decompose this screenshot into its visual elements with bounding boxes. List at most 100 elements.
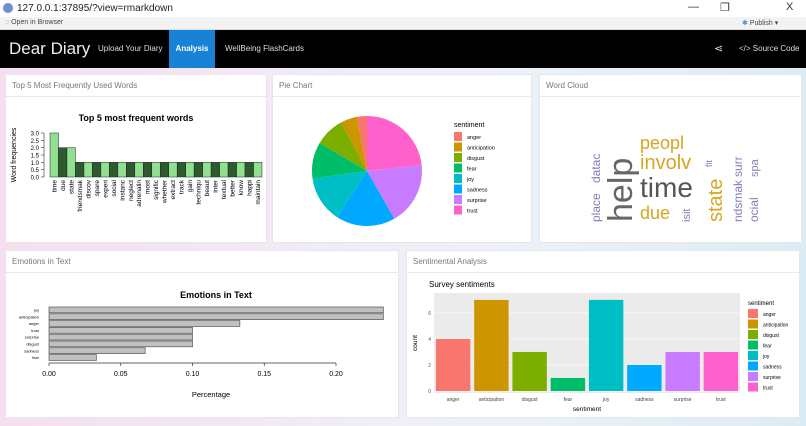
bar <box>244 162 254 178</box>
bar-surprise <box>48 333 193 341</box>
bar <box>176 162 186 178</box>
open-in-browser-button[interactable]: ◌ Open in Browser <box>5 19 64 26</box>
bar-trust <box>703 351 739 391</box>
legend-swatch <box>748 361 758 371</box>
y-tick-label: fear <box>32 355 40 360</box>
y-tick-label: 2.5 <box>31 139 40 145</box>
x-tick-label: 0.20 <box>329 371 343 378</box>
legend-title: sentiment <box>748 301 774 307</box>
source-code-link[interactable]: </> Source Code <box>739 44 800 53</box>
legend-swatch <box>454 132 462 141</box>
x-tick-label: whether <box>162 179 169 204</box>
legend-label: anticipation <box>467 146 495 152</box>
x-tick-label: 0.05 <box>114 371 128 378</box>
panel-title: Top 5 Most Frequently Used Words <box>6 75 266 97</box>
pie-slice-anticipation <box>341 116 367 171</box>
x-tick-label: beaut <box>204 180 211 196</box>
x-tick-label: sadness <box>635 397 654 403</box>
nav-wellbeing-flashcards[interactable]: WellBeing FlashCards <box>225 44 304 53</box>
bar <box>202 162 212 178</box>
panel-title: Pie Chart <box>273 75 531 97</box>
legend-swatch <box>454 195 462 204</box>
bar-sadness <box>48 347 146 354</box>
bar <box>126 162 136 178</box>
y-tick-label: joy <box>33 308 39 313</box>
y-tick-label: 4 <box>428 337 431 343</box>
y-tick-label: 6 <box>428 311 431 317</box>
x-tick-label: gain <box>187 180 194 193</box>
bar <box>227 162 237 178</box>
legend-label: anticipation <box>763 323 789 329</box>
y-tick-label: 0 <box>428 389 431 395</box>
bar <box>109 162 119 178</box>
x-tick-label: neglect <box>128 180 135 201</box>
x-tick-label: instanc <box>119 179 126 200</box>
word-cloud-word: spa <box>749 158 761 177</box>
x-tick-label: signific <box>153 179 160 200</box>
bar <box>151 162 161 178</box>
bar-fear <box>48 354 97 361</box>
x-tick-label: happi <box>246 180 253 196</box>
publish-button[interactable]: ✱ Publish ▾ <box>742 20 779 27</box>
x-tick-label: adrenalin <box>136 180 143 207</box>
publish-icon: ✱ <box>742 20 750 27</box>
legend-swatch <box>748 309 758 318</box>
word-cloud-word: ocial <box>747 197 761 222</box>
y-tick-label: 1.0 <box>31 161 40 167</box>
nav-upload-diary[interactable]: Upload Your Diary <box>98 44 163 53</box>
share-icon[interactable]: ⋖ <box>714 43 724 55</box>
x-tick-label: maintain <box>255 180 262 205</box>
x-tick-label: most <box>145 180 152 194</box>
x-tick-label: track <box>179 179 186 194</box>
x-tick-label: trust <box>716 397 726 403</box>
bar <box>253 162 263 178</box>
panel-sentiment: Sentimental Analysis Survey sentiments 0 2… <box>406 250 800 418</box>
x-tick-label: inter <box>213 179 220 192</box>
bar <box>83 162 93 178</box>
legend-label: trust <box>763 386 773 392</box>
y-tick-label: 0.0 <box>31 176 40 182</box>
y-tick-label: 0.5 <box>31 168 40 174</box>
bar-anticipation <box>474 299 509 391</box>
pie-slice-trust <box>367 116 422 171</box>
x-tick-label: anticipation <box>479 397 505 403</box>
y-tick-label: anticipation <box>19 314 39 319</box>
close-button[interactable]: X <box>786 1 794 13</box>
legend-label: sadness <box>763 365 782 371</box>
nav-analysis[interactable]: Analysis <box>169 30 215 68</box>
restore-button[interactable]: ❐ <box>720 2 730 14</box>
word-frequency-chart: Top 5 most frequent words Word frequencie… <box>11 113 263 212</box>
pie-slice-disgust <box>319 122 367 171</box>
window-titlebar: 127.0.0.1:37895/?view=rmarkdown — ❐ X <box>0 0 806 17</box>
panel-word-cloud: Word Cloud help time involv state due peopl pl… <box>539 74 802 243</box>
legend-swatch <box>454 163 462 173</box>
bar <box>143 162 153 178</box>
bar-sadness <box>627 364 662 391</box>
bar <box>193 162 203 178</box>
y-tick-label: 3.0 <box>31 132 40 138</box>
legend-swatch <box>748 319 758 329</box>
bar <box>117 162 127 178</box>
x-tick-label: time <box>51 180 58 193</box>
legend-label: joy <box>762 354 770 360</box>
legend-label: surprise <box>467 198 487 204</box>
pie-slice-fear <box>312 143 367 179</box>
minimize-button[interactable]: — <box>688 1 699 13</box>
x-tick-label: anger <box>447 397 460 403</box>
pie-slice-surprise <box>367 165 422 219</box>
x-tick-label: know <box>238 180 245 195</box>
bar-disgust <box>512 351 547 391</box>
navbar: Dear Diary Upload Your Diary Analysis We… <box>0 30 806 68</box>
legend-label: joy <box>466 177 474 183</box>
bar-joy <box>588 299 624 391</box>
legend-label: anger <box>467 135 481 141</box>
bar <box>236 162 246 178</box>
brand-title[interactable]: Dear Diary <box>9 39 91 58</box>
word-cloud-word: fit <box>704 160 714 168</box>
legend-label: disgust <box>763 333 779 339</box>
word-cloud-word: involv <box>640 152 691 174</box>
legend-swatch <box>454 205 462 215</box>
legend-swatch <box>454 142 462 152</box>
x-tick-label: 0.10 <box>186 371 200 378</box>
